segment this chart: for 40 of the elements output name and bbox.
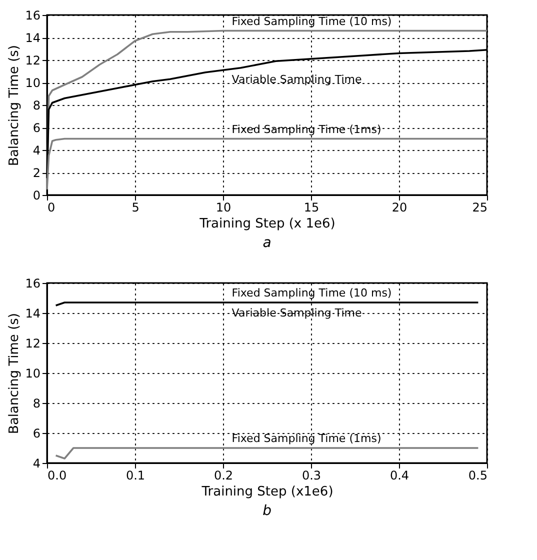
y-tick-label: 4 (32, 144, 40, 158)
y-tick-label: 6 (32, 426, 40, 440)
series-label: Variable Sampling Time (232, 306, 362, 320)
y-tick-label: 12 (25, 336, 40, 350)
x-tick-label: 0.3 (302, 468, 322, 482)
x-tick-label: 20 (392, 200, 408, 214)
x-axis-title: Training Step (x1e6) (200, 484, 334, 500)
y-tick-label: 12 (25, 54, 40, 68)
y-tick-label: 8 (32, 98, 40, 112)
y-tick-label: 4 (32, 456, 40, 470)
x-tick-label: 0.5 (468, 468, 488, 482)
y-tick-label: 8 (32, 396, 40, 410)
y-tick-label: 14 (25, 31, 40, 45)
x-tick-label: 0 (48, 200, 56, 214)
y-axis-title: Balancing Time (s) (7, 313, 22, 434)
x-tick-label: 0.1 (126, 468, 146, 482)
x-tick-label: 0.4 (390, 468, 410, 482)
x-tick-label: 10 (216, 200, 232, 214)
y-tick-label: 14 (25, 306, 40, 320)
text: a (262, 235, 272, 251)
text: b (262, 503, 272, 519)
series-label: Variable Sampling Time (232, 73, 362, 86)
annotation: Fixed Sampling Time (10 ms) (232, 286, 392, 300)
x-tick-label: 0.0 (48, 468, 67, 482)
x-tick-label: 15 (304, 200, 320, 214)
y-tick-label: 0 (32, 188, 40, 202)
x-tick-label: 5 (132, 200, 140, 214)
y-axis-title: Balancing Time (s) (7, 45, 22, 166)
y-tick-label: 16 (25, 8, 40, 22)
x-tick-label: 0.2 (214, 468, 234, 482)
series-label: Fixed Sampling Time (1ms) (232, 122, 382, 136)
series-label: Fixed Sampling Time (10 ms) (232, 14, 392, 28)
series-label: Fixed Sampling Time (1ms) (232, 432, 382, 445)
y-tick-label: 2 (32, 166, 40, 180)
x-tick-label: 25 (472, 200, 488, 214)
y-tick-label: 10 (25, 76, 40, 90)
y-tick-label: 6 (32, 121, 40, 135)
y-tick-label: 10 (25, 366, 40, 380)
y-tick-label: 16 (25, 276, 40, 290)
x-axis-title: Training Step (x 1e6) (198, 216, 336, 232)
